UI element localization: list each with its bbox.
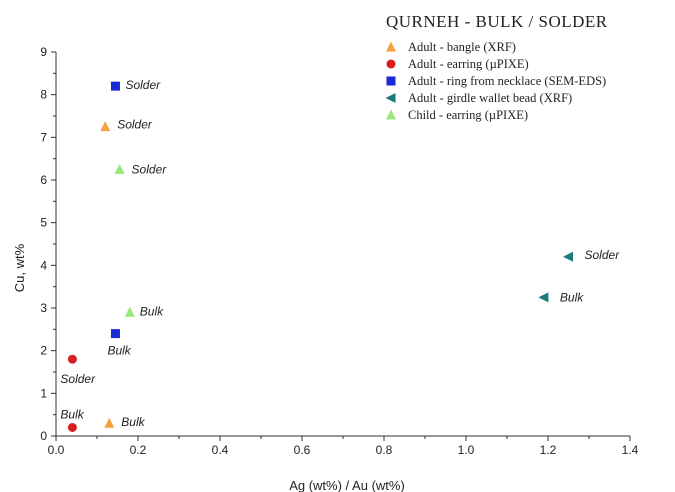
data-point <box>110 329 120 339</box>
data-point <box>124 306 135 317</box>
data-point <box>67 422 77 432</box>
y-tick-label: 1 <box>40 386 47 400</box>
legend-marker <box>385 93 396 103</box>
legend-marker <box>386 41 396 52</box>
y-tick-label: 8 <box>40 88 47 102</box>
data-label: Solder <box>132 162 168 176</box>
y-axis-label: Cu, wt% <box>12 243 27 292</box>
legend-marker <box>386 59 396 69</box>
x-tick-label: 0.4 <box>212 443 229 457</box>
y-tick-label: 0 <box>40 429 47 443</box>
data-label: Bulk <box>560 290 584 304</box>
legend-label: Adult - girdle wallet bead (XRF) <box>408 91 572 105</box>
x-tick-label: 0.0 <box>48 443 65 457</box>
y-tick-label: 5 <box>40 216 47 230</box>
legend-label: Adult - bangle (XRF) <box>408 40 516 54</box>
data-label: Solder <box>60 372 96 386</box>
data-label: Solder <box>585 248 621 262</box>
x-tick-label: 0.6 <box>294 443 311 457</box>
data-point <box>110 81 120 91</box>
y-tick-label: 4 <box>40 258 47 272</box>
x-tick-label: 1.0 <box>458 443 475 457</box>
data-point <box>114 163 125 174</box>
data-label: Solder <box>117 118 153 132</box>
legend-label: Adult - ring from necklace (SEM-EDS) <box>408 74 606 88</box>
y-tick-label: 2 <box>40 344 47 358</box>
data-point <box>67 354 77 364</box>
data-point <box>563 251 573 262</box>
legend-label: Adult - earring (µPIXE) <box>408 57 529 71</box>
x-tick-label: 0.2 <box>130 443 147 457</box>
x-tick-label: 0.8 <box>376 443 393 457</box>
data-label: Bulk <box>60 407 84 421</box>
y-tick-label: 7 <box>40 130 47 144</box>
legend: Adult - bangle (XRF) Adult - earring (µPI… <box>385 40 606 122</box>
data-label: Bulk <box>107 344 131 358</box>
data-label: Bulk <box>140 304 164 318</box>
data-label: Solder <box>125 78 161 92</box>
chart-title: QURNEH - BULK / SOLDER <box>386 12 608 31</box>
x-tick-label: 1.4 <box>622 443 639 457</box>
data-point <box>100 121 111 132</box>
data-point <box>538 292 549 303</box>
x-tick-label: 1.2 <box>540 443 557 457</box>
data-label: Bulk <box>121 415 145 429</box>
legend-label: Child - earring (µPIXE) <box>408 108 528 122</box>
y-tick-label: 9 <box>40 45 47 59</box>
data-point <box>104 417 115 428</box>
legend-marker <box>386 76 396 86</box>
y-tick-label: 6 <box>40 173 47 187</box>
legend-marker <box>386 109 396 120</box>
y-tick-label: 3 <box>40 301 47 315</box>
plot-area: 0.0 0.2 0.4 0.6 0.8 1.0 1.2 1.4 0 1 2 3 4 5 6 7 8 9 Bulk So… <box>40 45 638 457</box>
x-axis-label: Ag (wt%) / Au (wt%) <box>289 478 405 492</box>
